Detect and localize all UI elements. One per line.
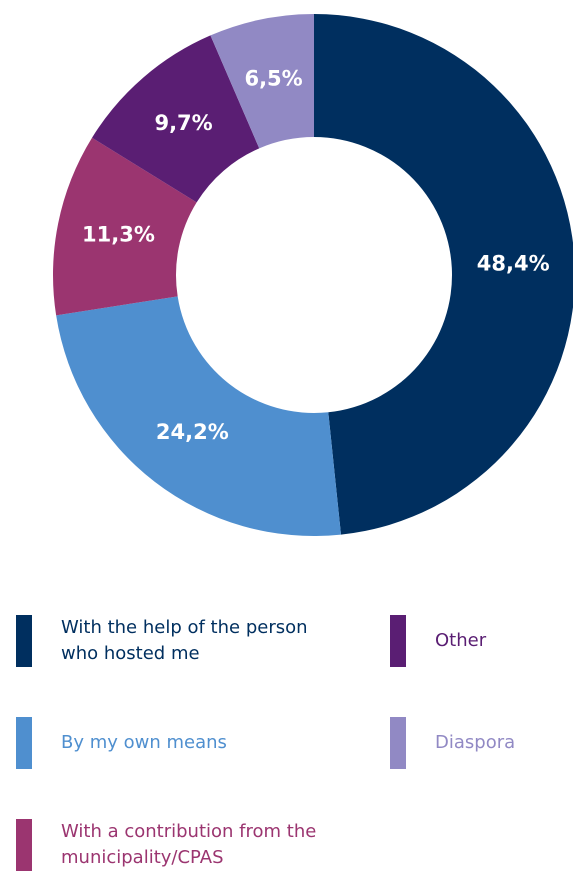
chart: 48,4% 24,2% 11,3% 9,7% 6,5% (53, 14, 573, 536)
legend-label: By my own means (61, 732, 227, 753)
legend-label: With a contribution from the municipalit… (61, 821, 317, 868)
legend-label: Other (435, 630, 487, 651)
donut-segment (314, 14, 573, 535)
data-label: 24,2% (156, 420, 229, 444)
legend-swatch (16, 819, 32, 871)
legend-swatch (390, 615, 406, 667)
donut-segment (210, 14, 314, 149)
donut-segment (56, 296, 341, 536)
donut-segment (53, 137, 197, 316)
legend-swatch (390, 717, 406, 769)
legend-item: Other (390, 615, 565, 667)
legend-item: Diaspora (390, 717, 565, 769)
data-label: 48,4% (477, 252, 550, 276)
legend-label: With the help of the person who hosted m… (61, 617, 308, 664)
legend-item: By my own means (16, 717, 321, 769)
donut-segment (92, 35, 260, 203)
data-label: 11,3% (82, 223, 155, 247)
legend-item: With a contribution from the municipalit… (16, 819, 321, 871)
data-label: 6,5% (244, 67, 302, 91)
legend-swatch (16, 717, 32, 769)
data-label: 9,7% (154, 111, 212, 135)
legend-label: Diaspora (435, 732, 516, 753)
legend-swatch (16, 615, 32, 667)
legend-item: With the help of the person who hosted m… (16, 615, 321, 667)
